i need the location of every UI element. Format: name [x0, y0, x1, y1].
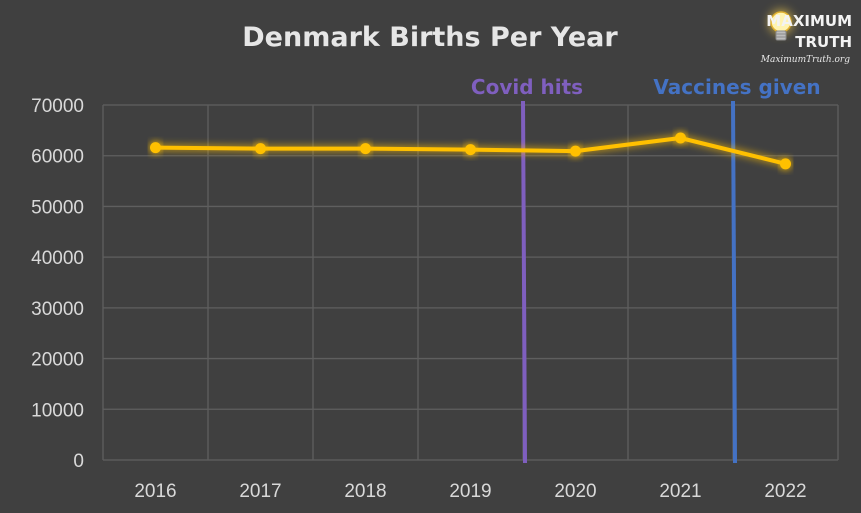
y-tick-label-0: 0: [73, 451, 84, 472]
data-point-2017: [255, 143, 266, 155]
x-tick-label-2021: 2021: [659, 481, 701, 502]
grid: [102, 104, 839, 461]
data-point-2019: [465, 144, 476, 156]
y-tick-label-6: 60000: [31, 147, 84, 168]
logo-url: MaximumTruth.org: [760, 55, 850, 65]
logo: MAXIMUM TRUTH MaximumTruth.org: [760, 10, 852, 65]
chart-title: Denmark Births Per Year: [242, 22, 618, 53]
y-tick-label-4: 40000: [31, 248, 84, 269]
data-point-2020: [570, 145, 581, 157]
annotation-line-0: [521, 100, 527, 464]
y-tick-label-1: 10000: [31, 400, 84, 421]
x-tick-label-2022: 2022: [764, 481, 806, 502]
annotation-label-1: Vaccines given: [653, 75, 820, 99]
data-point-2021: [675, 132, 686, 144]
y-tick-label-7: 70000: [31, 96, 84, 117]
x-tick-label-2019: 2019: [449, 481, 491, 502]
data-point-2022: [780, 158, 791, 170]
annotation-line-1: [731, 100, 737, 464]
x-tick-label-2018: 2018: [344, 481, 386, 502]
series-births: [150, 132, 791, 170]
y-tick-label-3: 30000: [31, 299, 84, 320]
y-tick-label-2: 20000: [31, 350, 84, 371]
logo-line-1: MAXIMUM: [766, 12, 852, 30]
x-axis: 2016 2017 2018 2019 2020 2021 2022: [134, 481, 806, 502]
x-tick-label-2016: 2016: [134, 481, 176, 502]
x-tick-label-2017: 2017: [239, 481, 281, 502]
y-tick-label-5: 50000: [31, 197, 84, 218]
lightbulb-icon: [770, 11, 792, 41]
data-point-2018: [360, 143, 371, 155]
logo-line-2: TRUTH: [795, 33, 852, 51]
x-tick-label-2020: 2020: [554, 481, 596, 502]
y-axis: 0 10000 20000 30000 40000 50000 60000 70000: [31, 96, 84, 472]
annotations: Covid hits Vaccines given: [471, 75, 821, 464]
annotation-label-0: Covid hits: [471, 75, 583, 99]
data-point-2016: [150, 142, 161, 154]
